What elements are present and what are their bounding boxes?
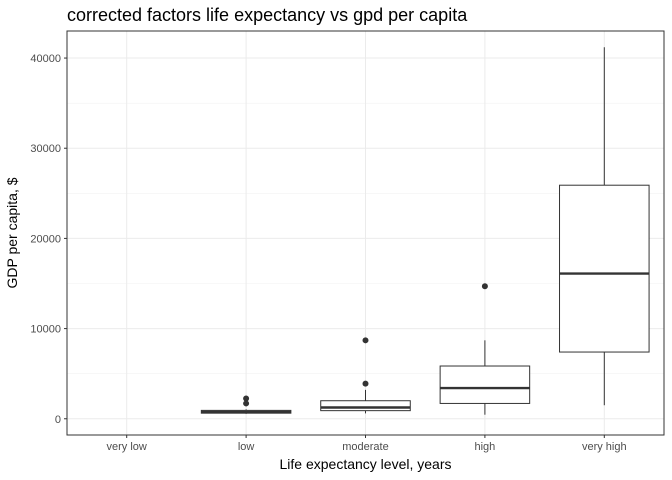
box-moderate [320,337,411,414]
box-high [439,283,531,415]
x-axis-title: Life expectancy level, years [280,456,452,472]
outlier-point [362,380,369,387]
outlier-point [362,337,369,344]
y-axis-title: GDP per capita, $ [4,177,20,288]
y-tick-label: 40000 [30,53,61,65]
axes: 0 10000 20000 30000 40000 very low low moderate… [30,53,626,453]
x-tick-label: very high [582,441,627,453]
box-low [200,395,292,414]
y-tick-label: 20000 [30,233,61,245]
y-tick-label: 10000 [30,324,61,336]
box-very-high [559,47,650,406]
x-tick-label: low [238,441,255,453]
chart-title: corrected factors life expectancy vs gpd… [67,5,468,25]
iqr-box [439,365,531,404]
y-tick-label: 0 [55,414,61,426]
x-tick-label: moderate [342,441,388,453]
outlier-point [481,283,488,290]
x-tick-label: high [475,441,496,453]
outlier-point [243,395,250,402]
x-tick-label: very low [107,441,147,453]
iqr-box [320,400,411,412]
outlier-point [243,400,250,407]
iqr-box [559,184,650,353]
box-plots [200,47,650,415]
y-tick-label: 30000 [30,143,61,155]
